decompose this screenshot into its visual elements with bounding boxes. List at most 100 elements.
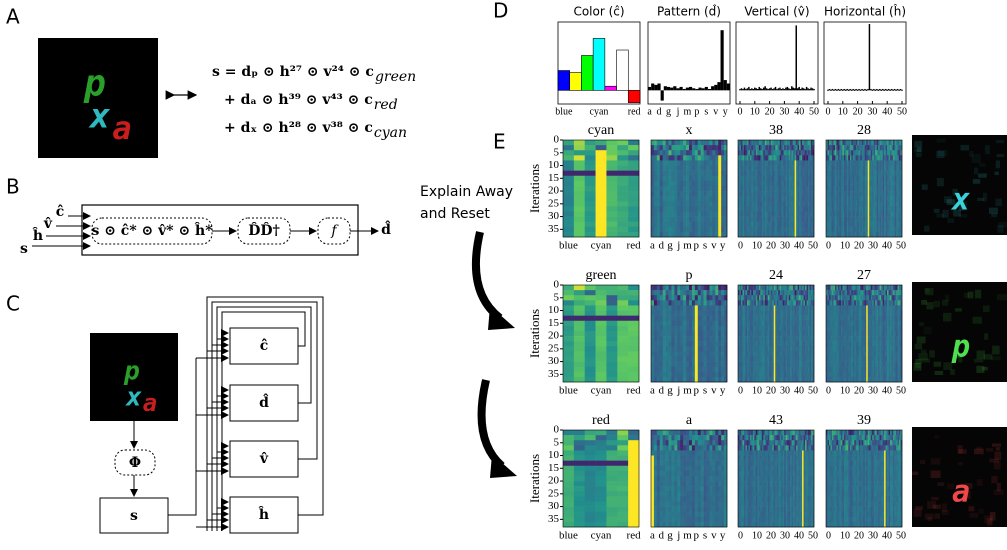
heatmap-cell bbox=[660, 155, 663, 160]
note: and Reset bbox=[420, 206, 490, 222]
x-tick-label: m bbox=[684, 106, 692, 117]
heatmap-cell bbox=[563, 227, 574, 232]
heatmap-cell bbox=[686, 367, 689, 372]
heatmap-cell bbox=[695, 285, 698, 290]
heatmap-cell bbox=[669, 356, 672, 361]
heatmap-cell bbox=[669, 155, 672, 160]
heatmap-cell bbox=[669, 285, 672, 290]
heatmap-cell bbox=[663, 201, 666, 206]
heatmap-cell bbox=[606, 155, 617, 160]
heatmap-cell bbox=[596, 351, 607, 356]
x-tick-label: 20 bbox=[766, 385, 776, 396]
image-noise bbox=[994, 172, 999, 175]
heatmap-cell bbox=[680, 166, 683, 171]
bar bbox=[747, 88, 748, 90]
heatmap-cell bbox=[715, 356, 718, 361]
curved-arrow bbox=[476, 232, 515, 330]
heatmap-cell bbox=[666, 206, 669, 211]
heatmap-cell bbox=[698, 186, 701, 191]
heatmap-cell bbox=[657, 356, 660, 361]
heatmap-cell bbox=[606, 227, 617, 232]
image-noise bbox=[977, 198, 984, 201]
heatmap-cell bbox=[683, 346, 686, 351]
heatmap-cell bbox=[709, 305, 712, 310]
heatmap-cell bbox=[574, 290, 585, 295]
heatmap-cell bbox=[654, 201, 657, 206]
heatmap-cell bbox=[574, 356, 585, 361]
heatmap-cell bbox=[654, 377, 657, 382]
input-label: ĥ bbox=[32, 226, 43, 244]
heatmap-cell bbox=[654, 145, 657, 150]
heatmap-cell bbox=[707, 346, 710, 351]
heatmap-cell bbox=[680, 176, 683, 181]
bar bbox=[782, 88, 783, 90]
heatmap-cell bbox=[712, 321, 715, 326]
heatmap-cell bbox=[671, 155, 674, 160]
heatmap-cell bbox=[695, 160, 698, 165]
heatmap-cell bbox=[721, 171, 724, 176]
bar bbox=[779, 88, 780, 91]
heatmap-cell bbox=[663, 316, 666, 321]
heatmap-cell bbox=[718, 341, 721, 346]
heatmap-cell bbox=[709, 191, 712, 196]
heatmap-cell bbox=[654, 290, 657, 295]
bar bbox=[844, 89, 845, 90]
heatmap-cell bbox=[669, 341, 672, 346]
bar bbox=[756, 88, 757, 90]
heatmap-cell bbox=[715, 336, 718, 341]
heatmap-cell bbox=[683, 155, 686, 160]
bar bbox=[766, 88, 767, 90]
heatmap-cell bbox=[701, 227, 704, 232]
heatmap-cell bbox=[660, 290, 663, 295]
heatmap-cell bbox=[671, 217, 674, 222]
bar bbox=[686, 88, 689, 91]
heatmap-cell bbox=[654, 222, 657, 227]
heatmap-cell bbox=[574, 160, 585, 165]
heatmap-cell bbox=[695, 295, 698, 300]
heatmap-cell bbox=[701, 217, 704, 222]
heatmap-cell bbox=[628, 346, 639, 351]
image-noise bbox=[997, 225, 1003, 233]
x-tick-label: 0 bbox=[738, 240, 743, 251]
heatmap-cell bbox=[695, 372, 698, 377]
heatmap-cell bbox=[663, 311, 666, 316]
bar bbox=[791, 86, 792, 90]
heatmap-cell bbox=[585, 321, 596, 326]
heatmap-cell bbox=[704, 326, 707, 331]
heatmap-cell bbox=[680, 346, 683, 351]
heatmap-cell bbox=[660, 346, 663, 351]
heatmap-cell bbox=[674, 176, 677, 181]
heatmap-cell bbox=[698, 311, 701, 316]
bar bbox=[724, 80, 727, 90]
heatmap-cell bbox=[563, 145, 574, 150]
heatmap-cell bbox=[698, 321, 701, 326]
heatmap-cell bbox=[606, 232, 617, 237]
heatmap-cell bbox=[709, 290, 712, 295]
heatmap-cell bbox=[654, 186, 657, 191]
x-tick-label: cyan bbox=[591, 240, 612, 252]
heatmap-cell bbox=[689, 321, 692, 326]
heatmap-cell bbox=[674, 331, 677, 336]
heatmap-cell bbox=[695, 206, 698, 211]
heatmap-cell bbox=[683, 316, 686, 321]
heatmap-cell bbox=[617, 321, 628, 326]
image-noise bbox=[938, 150, 948, 156]
heatmap-cell bbox=[654, 232, 657, 237]
heatmap-cell bbox=[695, 140, 698, 145]
heatmap-cell bbox=[674, 211, 677, 216]
heatmap-cell bbox=[701, 160, 704, 165]
heatmap-cell bbox=[674, 300, 677, 305]
heatmap-cell bbox=[671, 346, 674, 351]
heatmap-cell bbox=[715, 186, 718, 191]
heatmap-cell bbox=[698, 217, 701, 222]
bar bbox=[812, 88, 813, 90]
heatmap-cell bbox=[660, 176, 663, 181]
heatmap-cell bbox=[628, 341, 639, 346]
heatmap-cell bbox=[686, 222, 689, 227]
heatmap-cell bbox=[686, 316, 689, 321]
heatmap-cell bbox=[674, 321, 677, 326]
heatmap-cell bbox=[657, 155, 660, 160]
heatmap-cell bbox=[707, 145, 710, 150]
heatmap-cell bbox=[654, 181, 657, 186]
heatmap-cell bbox=[660, 171, 663, 176]
